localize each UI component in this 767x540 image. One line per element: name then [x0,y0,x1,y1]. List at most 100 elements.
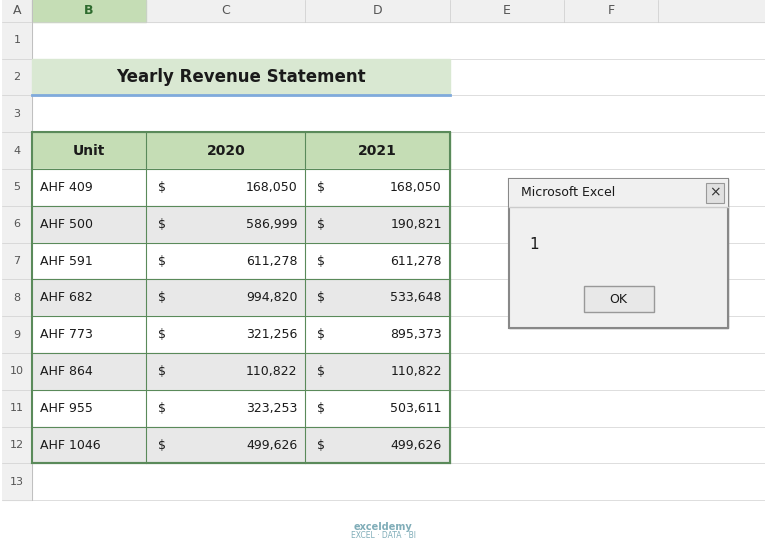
Text: 8: 8 [14,293,21,303]
Bar [2,353,32,390]
Bar [32,0,146,22]
Text: AHF 955: AHF 955 [40,402,93,415]
Bar [32,169,146,206]
Bar [32,427,146,463]
Text: 9: 9 [14,329,21,340]
Text: Unit: Unit [73,144,105,158]
Text: ×: × [709,186,721,200]
Text: 499,626: 499,626 [246,438,298,451]
Bar [2,96,32,132]
Bar [2,22,32,59]
Text: A: A [13,4,21,17]
Text: 110,822: 110,822 [390,365,442,378]
Bar [305,242,449,280]
Text: AHF 864: AHF 864 [40,365,93,378]
Bar [2,353,765,390]
Bar [146,316,305,353]
Bar [2,390,32,427]
Bar [2,242,32,280]
Bar [32,242,146,280]
Bar [706,183,724,203]
Text: OK: OK [610,293,627,306]
Bar [305,280,449,316]
Text: F: F [607,4,615,17]
Text: E: E [503,4,511,17]
Bar [584,286,653,312]
Text: 994,820: 994,820 [246,292,298,305]
Bar [305,132,449,169]
Bar [305,427,449,463]
Text: 6: 6 [14,219,21,230]
Text: 533,648: 533,648 [390,292,442,305]
Bar [2,280,765,316]
Text: $: $ [158,254,166,267]
Text: D: D [373,4,382,17]
Bar [146,169,305,206]
Text: 611,278: 611,278 [246,254,298,267]
Bar [2,132,765,169]
Bar [2,427,765,463]
Bar [32,132,146,169]
Bar [2,206,765,242]
Text: $: $ [158,438,166,451]
Bar [305,390,449,427]
Text: 2: 2 [14,72,21,82]
Bar [2,169,765,206]
Bar [2,59,765,96]
Text: $: $ [158,218,166,231]
Text: 2020: 2020 [206,144,245,158]
Text: 10: 10 [10,367,24,376]
Bar [32,390,146,427]
Text: Microsoft Excel: Microsoft Excel [522,186,615,199]
Text: 323,253: 323,253 [246,402,298,415]
Text: $: $ [318,254,325,267]
Text: $: $ [318,365,325,378]
Text: C: C [222,4,230,17]
Text: $: $ [158,328,166,341]
Text: 895,373: 895,373 [390,328,442,341]
Bar [509,179,728,328]
Bar [509,179,728,207]
Text: 168,050: 168,050 [245,181,298,194]
Text: $: $ [318,438,325,451]
Text: $: $ [158,292,166,305]
Bar [146,242,305,280]
Text: 5: 5 [14,183,21,192]
Bar [2,316,765,353]
Text: 3: 3 [14,109,21,119]
Bar [305,206,449,242]
Text: 110,822: 110,822 [246,365,298,378]
Text: 503,611: 503,611 [390,402,442,415]
Bar [146,427,305,463]
Text: 321,256: 321,256 [246,328,298,341]
Text: 13: 13 [10,477,24,487]
Bar [146,390,305,427]
Bar [2,59,32,96]
Text: $: $ [318,328,325,341]
Text: 168,050: 168,050 [390,181,442,194]
Text: AHF 773: AHF 773 [40,328,93,341]
Bar [2,463,32,500]
Bar [2,169,32,206]
Bar [146,353,305,390]
Text: Yearly Revenue Statement: Yearly Revenue Statement [116,68,366,86]
Bar [2,242,765,280]
Bar [32,353,146,390]
Text: AHF 1046: AHF 1046 [40,438,100,451]
Bar [2,463,765,500]
Text: 586,999: 586,999 [246,218,298,231]
Text: $: $ [318,292,325,305]
Bar [32,132,449,463]
Text: B: B [84,4,94,17]
Text: $: $ [158,365,166,378]
Text: AHF 409: AHF 409 [40,181,93,194]
Bar [146,280,305,316]
Bar [32,280,146,316]
Bar [2,96,765,132]
Bar [32,316,146,353]
Text: 190,821: 190,821 [390,218,442,231]
Bar [2,427,32,463]
Text: 11: 11 [10,403,24,413]
Text: 499,626: 499,626 [390,438,442,451]
Text: EXCEL · DATA · BI: EXCEL · DATA · BI [351,531,416,539]
